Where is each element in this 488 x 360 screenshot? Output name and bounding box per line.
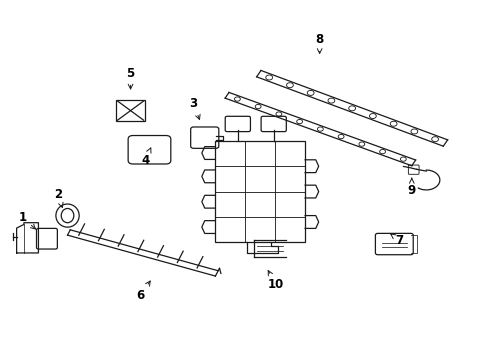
Text: 4: 4 (141, 148, 151, 167)
Text: 9: 9 (407, 178, 415, 197)
Text: 3: 3 (189, 97, 200, 120)
Text: 10: 10 (267, 271, 284, 292)
Text: 1: 1 (19, 211, 36, 229)
Text: 8: 8 (315, 33, 323, 53)
Text: 6: 6 (136, 281, 150, 302)
Text: 7: 7 (389, 234, 403, 247)
Text: 5: 5 (126, 67, 134, 89)
Text: 2: 2 (54, 188, 63, 207)
